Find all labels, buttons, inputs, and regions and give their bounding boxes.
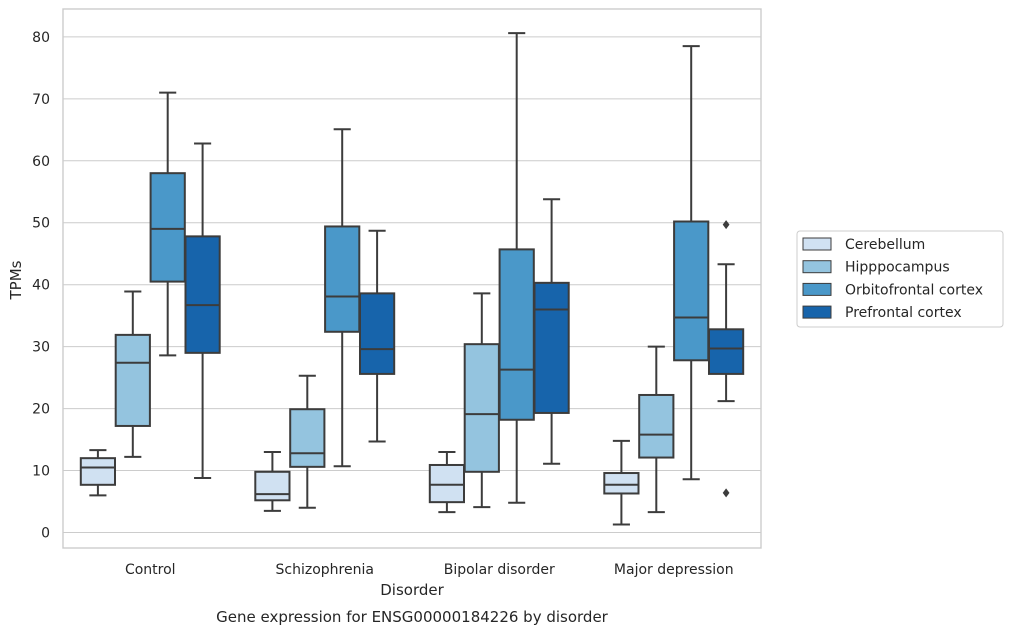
legend-swatch	[802, 237, 832, 251]
box-major-depression-prefrontal-cortex	[707, 220, 745, 498]
box-control-orbitofrontal-cortex	[149, 91, 186, 357]
legend-swatch	[802, 305, 832, 319]
box-iqr	[533, 281, 570, 414]
box-iqr	[603, 472, 640, 495]
box-bipolar-disorder-prefrontal-cortex	[533, 198, 570, 465]
outlier-point-1	[722, 488, 730, 498]
legend: Cerebellum Hipppocampus Orbitofrontal cort…	[796, 230, 1004, 328]
box-bipolar-disorder-orbitofrontal-cortex	[498, 32, 535, 504]
box-iqr	[289, 408, 326, 468]
legend-swatch	[802, 282, 832, 296]
y-tick-label-70: 70	[32, 92, 50, 108]
box-iqr	[149, 172, 186, 283]
box-control-cerebellum	[79, 449, 117, 497]
box-iqr	[254, 470, 291, 502]
legend-item-orbitofrontal-cortex: Orbitofrontal cortex	[802, 282, 983, 298]
box-schizophrenia-cerebellum	[254, 450, 291, 512]
box-major-depression-cerebellum	[603, 439, 640, 526]
box-plot-marks	[79, 32, 745, 526]
legend-item-cerebellum: Cerebellum	[802, 237, 925, 253]
x-tick-label-bipolar-disorder: Bipolar disorder	[444, 562, 555, 578]
x-axis-label: Disorder	[380, 581, 444, 599]
y-tick-label-80: 80	[32, 30, 50, 46]
outlier-point-0	[722, 220, 730, 230]
x-tick-labels: Control Schizophrenia Bipolar disorder Majo…	[125, 562, 734, 578]
y-axis-label: TPMs	[7, 260, 25, 300]
y-tick-label-50: 50	[32, 216, 50, 232]
box-iqr	[79, 457, 117, 486]
y-tick-labels: 0 10 20 30 40 50 60 70 80	[32, 30, 50, 542]
box-schizophrenia-orbitofrontal-cortex	[324, 128, 361, 468]
box-iqr	[673, 220, 710, 362]
box-control-prefrontal-cortex	[184, 142, 221, 479]
y-tick-label-0: 0	[41, 526, 50, 542]
box-bipolar-disorder-hipppocampus	[463, 292, 500, 509]
box-control-hipppocampus	[114, 290, 151, 458]
legend-item-prefrontal-cortex: Prefrontal cortex	[802, 305, 962, 321]
box-major-depression-orbitofrontal-cortex	[673, 45, 710, 481]
legend-label: Hipppocampus	[845, 260, 950, 276]
plot-frame	[62, 8, 762, 549]
box-iqr	[324, 225, 361, 333]
box-iqr	[358, 292, 396, 375]
y-tick-label-60: 60	[32, 154, 50, 170]
box-iqr	[638, 393, 675, 459]
x-tick-label-major-depression: Major depression	[614, 562, 734, 578]
legend-label: Orbitofrontal cortex	[845, 282, 983, 298]
box-bipolar-disorder-cerebellum	[428, 450, 466, 514]
box-iqr	[184, 235, 221, 354]
y-tick-label-10: 10	[32, 464, 50, 480]
legend-label: Prefrontal cortex	[845, 305, 962, 321]
legend-item-hipppocampus: Hipppocampus	[802, 260, 950, 276]
legend-swatch	[802, 260, 832, 274]
y-tick-label-30: 30	[32, 340, 50, 356]
box-schizophrenia-hipppocampus	[289, 374, 326, 509]
box-iqr	[463, 343, 500, 473]
y-tick-label-40: 40	[32, 278, 50, 294]
box-iqr	[114, 333, 151, 427]
box-schizophrenia-prefrontal-cortex	[358, 229, 396, 443]
x-tick-label-control: Control	[125, 562, 176, 578]
legend-label: Cerebellum	[845, 237, 925, 253]
box-iqr	[707, 328, 745, 375]
y-tick-label-20: 20	[32, 402, 50, 418]
chart-caption: Gene expression for ENSG00000184226 by d…	[216, 608, 609, 626]
box-iqr	[498, 248, 535, 421]
x-tick-label-schizophrenia: Schizophrenia	[276, 562, 374, 578]
box-major-depression-hipppocampus	[638, 345, 675, 514]
legend-frame	[796, 230, 1004, 328]
box-iqr	[428, 463, 466, 504]
